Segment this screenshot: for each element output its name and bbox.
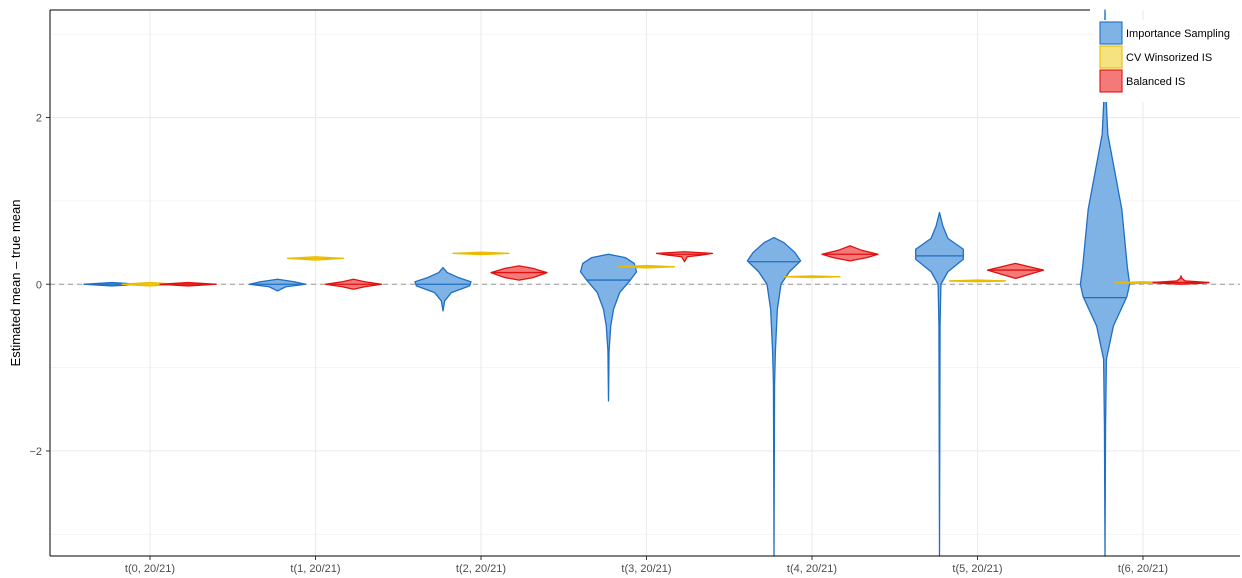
violin-0-2 — [414, 266, 472, 312]
axes: −2 0 2 t(0, 20/21) t(1, 20/21) t(2, 20/21) t(3… — [29, 9, 1240, 575]
legend: Importance Sampling CV Winsorized IS Balan… — [1094, 20, 1238, 102]
violin-0-3 — [579, 253, 638, 402]
x-tick-label: t(0, 20/21) — [125, 563, 175, 575]
legend-swatch-1 — [1099, 45, 1123, 69]
x-tick-label: t(5, 20/21) — [952, 563, 1002, 575]
x-tick-label: t(1, 20/21) — [290, 563, 340, 575]
x-tick-label: t(3, 20/21) — [621, 563, 671, 575]
violins — [83, 9, 1210, 557]
y-tick-label: 2 — [36, 113, 42, 125]
y-tick-label: 0 — [36, 279, 42, 291]
x-tick-label: t(2, 20/21) — [456, 563, 506, 575]
legend-swatch-2 — [1099, 69, 1123, 93]
x-tick-label: t(4, 20/21) — [787, 563, 837, 575]
legend-label-0: Importance Sampling — [1126, 28, 1230, 40]
violin-0-5 — [915, 211, 964, 557]
y-tick-label: −2 — [29, 446, 42, 458]
violin-2-4 — [821, 245, 879, 262]
x-tick-label: t(6, 20/21) — [1118, 563, 1168, 575]
violin-2-5 — [986, 262, 1045, 280]
violin-0-1 — [248, 278, 307, 292]
violin-0-4 — [746, 236, 802, 557]
legend-swatch-0 — [1099, 21, 1123, 45]
y-axis-title: Estimated mean – true mean — [8, 200, 23, 367]
legend-label-1: CV Winsorized IS — [1126, 52, 1212, 64]
violin-0-6 — [1079, 9, 1131, 557]
plot-panel — [50, 10, 1240, 556]
legend-label-2: Balanced IS — [1126, 76, 1185, 88]
